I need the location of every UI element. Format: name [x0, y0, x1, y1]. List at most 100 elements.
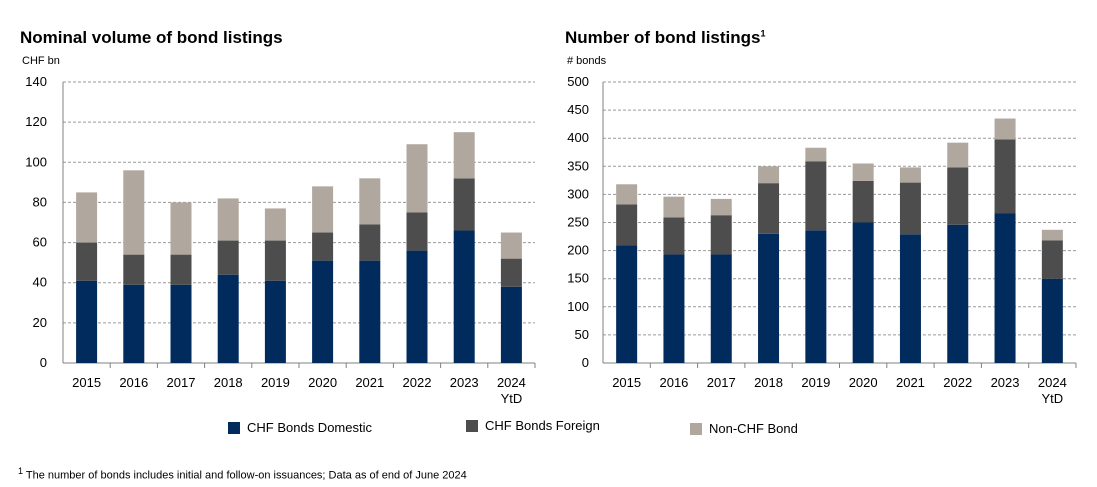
right-x-tick-label: 2019: [801, 375, 830, 390]
footnote: 1 The number of bonds includes initial a…: [18, 466, 467, 482]
right-bar-nonchf: [758, 166, 780, 184]
right-y-tick-label: 100: [567, 299, 589, 314]
left-bar-domestic: [359, 260, 381, 363]
left-bar-foreign: [453, 178, 475, 231]
left-chart-unit: CHF bn: [22, 55, 60, 67]
left-bar-domestic: [76, 280, 98, 363]
left-y-tick-label: 80: [33, 194, 47, 209]
left-bar-nonchf: [500, 232, 522, 259]
left-bar-domestic: [123, 284, 145, 363]
right-chart-title-text: Number of bond listings: [565, 28, 761, 47]
right-bar-nonchf: [616, 184, 638, 205]
right-bar-domestic: [663, 254, 685, 363]
left-bar-domestic: [170, 284, 192, 363]
right-bar-domestic: [758, 233, 780, 363]
right-bar-nonchf: [663, 196, 685, 218]
left-bar-foreign: [500, 258, 522, 287]
left-bar-foreign: [312, 232, 334, 261]
left-x-tick-label: 2018: [214, 375, 243, 390]
left-bar-nonchf: [359, 178, 381, 225]
legend-label-nonchf: Non-CHF Bond: [709, 421, 798, 436]
right-bar-foreign: [899, 182, 921, 235]
right-y-tick-label: 400: [567, 130, 589, 145]
left-bar-domestic: [264, 280, 286, 363]
left-y-tick-label: 100: [25, 154, 47, 169]
left-y-tick-label: 60: [33, 235, 47, 250]
left-y-tick-label: 140: [25, 74, 47, 89]
right-x-tick-label: 2016: [659, 375, 688, 390]
right-bar-nonchf: [710, 198, 732, 216]
right-bar-foreign: [805, 161, 827, 231]
left-bar-foreign: [76, 242, 98, 281]
right-x-tick-label: 2021: [896, 375, 925, 390]
left-bar-domestic: [500, 286, 522, 363]
left-x-tick-label: 2016: [119, 375, 148, 390]
left-bar-nonchf: [217, 198, 239, 241]
left-chart-title: Nominal volume of bond listings: [20, 28, 283, 47]
left-x-tick-label: 2017: [167, 375, 196, 390]
right-y-tick-label: 250: [567, 215, 589, 230]
left-y-tick-label: 0: [40, 355, 47, 370]
right-bar-foreign: [947, 167, 969, 225]
left-bar-domestic: [453, 230, 475, 363]
right-y-tick-label: 200: [567, 243, 589, 258]
right-bar-nonchf: [947, 142, 969, 168]
right-bar-domestic: [616, 245, 638, 363]
right-y-tick-label: 0: [582, 355, 589, 370]
left-bar-foreign: [406, 212, 428, 251]
left-y-tick-label: 20: [33, 315, 47, 330]
right-bar-domestic: [710, 254, 732, 363]
right-x-tick-label: 2015: [612, 375, 641, 390]
right-bar-nonchf: [852, 163, 874, 181]
right-bar-foreign: [758, 183, 780, 234]
left-y-tick-label: 40: [33, 275, 47, 290]
right-x-tick-label: YtD: [1042, 391, 1064, 406]
left-bar-foreign: [123, 254, 145, 285]
legend-label-domestic: CHF Bonds Domestic: [247, 420, 372, 435]
left-x-tick-label: YtD: [501, 391, 523, 406]
right-x-tick-label: 2024: [1038, 375, 1067, 390]
right-x-tick-label: 2020: [849, 375, 878, 390]
left-bar-nonchf: [406, 144, 428, 213]
right-y-tick-label: 50: [575, 327, 589, 342]
left-x-tick-label: 2024: [497, 375, 526, 390]
left-bar-foreign: [359, 224, 381, 261]
left-bar-nonchf: [170, 202, 192, 255]
legend-swatch-domestic: [228, 421, 240, 434]
left-bar-domestic: [406, 250, 428, 363]
left-bar-foreign: [217, 240, 239, 275]
left-x-tick-label: 2021: [355, 375, 384, 390]
right-y-tick-label: 150: [567, 271, 589, 286]
footnote-text: The number of bonds includes initial and…: [25, 469, 467, 482]
right-y-tick-label: 450: [567, 102, 589, 117]
left-bar-foreign: [170, 254, 192, 285]
legend-swatch-nonchf: [690, 422, 702, 435]
right-bar-nonchf: [805, 147, 827, 162]
right-chart-unit: # bonds: [567, 55, 607, 67]
left-bar-foreign: [264, 240, 286, 281]
right-bar-foreign: [852, 180, 874, 223]
left-bar-nonchf: [453, 132, 475, 179]
left-bar-domestic: [312, 260, 334, 363]
legend-foreign: CHF Bonds Foreign: [466, 418, 600, 433]
right-bar-domestic: [805, 230, 827, 363]
right-bar-domestic: [1041, 278, 1063, 363]
right-bar-foreign: [1041, 240, 1063, 279]
right-bar-domestic: [994, 213, 1016, 363]
left-x-tick-label: 2023: [450, 375, 479, 390]
left-x-tick-label: 2022: [403, 375, 432, 390]
legend-swatch-foreign: [466, 419, 478, 432]
right-x-tick-label: 2018: [754, 375, 783, 390]
left-y-tick-label: 120: [25, 114, 47, 129]
left-bar-nonchf: [312, 186, 334, 233]
right-chart-title: Number of bond listings1: [565, 28, 766, 48]
right-bar-foreign: [616, 204, 638, 246]
right-bar-foreign: [994, 139, 1016, 214]
right-bar-domestic: [947, 224, 969, 363]
right-bar-nonchf: [1041, 229, 1063, 241]
legend-domestic: CHF Bonds Domestic: [228, 420, 372, 435]
left-x-tick-label: 2015: [72, 375, 101, 390]
left-x-tick-label: 2020: [308, 375, 337, 390]
right-x-tick-label: 2023: [991, 375, 1020, 390]
